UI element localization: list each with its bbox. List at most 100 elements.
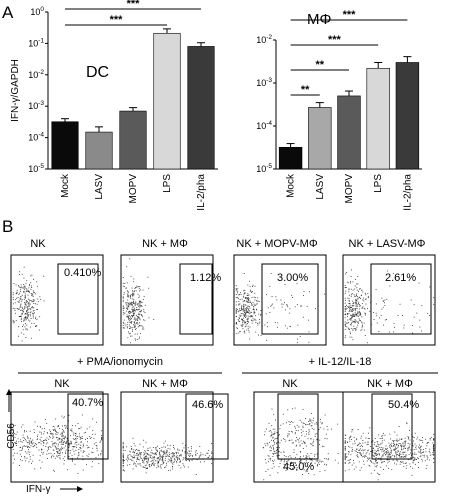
event-dot xyxy=(272,463,274,465)
event-dot xyxy=(130,303,132,305)
event-dot xyxy=(15,433,17,435)
event-dot xyxy=(264,443,266,445)
event-dot xyxy=(243,320,245,321)
event-dot xyxy=(350,436,351,438)
event-dot xyxy=(392,446,394,448)
event-dot xyxy=(25,301,27,303)
event-dot xyxy=(132,294,133,296)
event-dot xyxy=(56,455,58,457)
event-dot xyxy=(365,313,366,315)
event-dot xyxy=(351,464,353,466)
event-dot xyxy=(244,292,246,294)
event-dot xyxy=(271,303,273,305)
event-dot xyxy=(238,294,240,296)
event-dot xyxy=(22,448,23,450)
event-dot xyxy=(127,455,129,457)
event-dot xyxy=(421,440,423,441)
event-dot xyxy=(170,461,172,463)
event-dot xyxy=(352,309,353,310)
event-dot xyxy=(357,276,359,277)
event-dot xyxy=(422,454,424,456)
event-dot xyxy=(100,440,101,442)
event-dot xyxy=(284,284,286,285)
event-dot xyxy=(122,462,124,464)
event-dot xyxy=(355,278,356,280)
event-dot xyxy=(308,473,310,474)
event-dot xyxy=(138,338,140,340)
event-dot xyxy=(296,454,298,456)
bar-mopv xyxy=(337,95,361,170)
event-dot xyxy=(38,442,40,444)
event-dot xyxy=(253,313,255,315)
event-dot xyxy=(95,457,97,459)
event-dot xyxy=(127,307,129,309)
event-dot xyxy=(348,318,350,320)
event-dot xyxy=(28,440,30,442)
event-dot xyxy=(239,299,241,300)
event-dot xyxy=(260,313,262,315)
event-dot xyxy=(362,440,364,441)
event-dot xyxy=(287,409,289,411)
event-dot xyxy=(195,451,197,453)
event-dot xyxy=(305,424,307,426)
event-dot xyxy=(264,431,266,433)
event-dot xyxy=(19,465,20,466)
event-dot xyxy=(388,460,390,462)
event-dot xyxy=(34,468,36,470)
event-dot xyxy=(396,451,398,453)
event-dot xyxy=(54,429,55,431)
event-dot xyxy=(138,454,139,456)
x-tick-label: MOPV xyxy=(344,174,355,204)
event-dot xyxy=(131,308,133,310)
event-dot xyxy=(151,449,153,451)
event-dot xyxy=(26,301,28,303)
event-dot xyxy=(285,309,286,311)
event-dot xyxy=(15,445,17,446)
event-dot xyxy=(394,431,396,433)
event-dot xyxy=(324,293,326,295)
event-dot xyxy=(419,447,421,449)
event-dot xyxy=(89,438,91,439)
event-dot xyxy=(260,314,261,316)
event-dot xyxy=(24,446,26,447)
event-dot xyxy=(29,291,30,293)
event-dot xyxy=(128,324,130,326)
event-dot xyxy=(243,314,245,316)
event-dot xyxy=(284,302,285,304)
event-dot xyxy=(20,447,21,448)
event-dot xyxy=(36,439,38,440)
event-dot xyxy=(129,311,131,313)
event-dot xyxy=(60,438,62,440)
event-dot xyxy=(394,440,396,442)
event-dot xyxy=(402,315,403,316)
event-dot xyxy=(132,457,134,458)
event-dot xyxy=(22,311,24,313)
event-dot xyxy=(143,328,145,330)
event-dot xyxy=(125,302,127,304)
event-dot xyxy=(362,432,364,434)
event-dot xyxy=(278,466,280,468)
event-dot xyxy=(183,447,185,449)
event-dot xyxy=(26,329,28,331)
event-dot xyxy=(45,443,47,445)
event-dot xyxy=(170,460,172,462)
event-dot xyxy=(238,319,239,321)
event-dot xyxy=(380,446,382,448)
event-dot xyxy=(21,309,23,311)
event-dot xyxy=(244,311,246,313)
event-dot xyxy=(157,465,159,467)
event-dot xyxy=(401,446,402,447)
event-dot xyxy=(78,452,80,453)
event-dot xyxy=(239,309,241,311)
event-dot xyxy=(390,445,392,447)
event-dot xyxy=(40,467,42,469)
event-dot xyxy=(131,306,133,308)
event-dot xyxy=(325,433,327,435)
event-dot xyxy=(291,431,293,432)
significance-label: *** xyxy=(343,9,357,21)
event-dot xyxy=(360,450,362,452)
event-dot xyxy=(28,461,30,463)
event-dot xyxy=(391,449,393,451)
event-dot xyxy=(308,424,310,426)
event-dot xyxy=(402,461,404,463)
